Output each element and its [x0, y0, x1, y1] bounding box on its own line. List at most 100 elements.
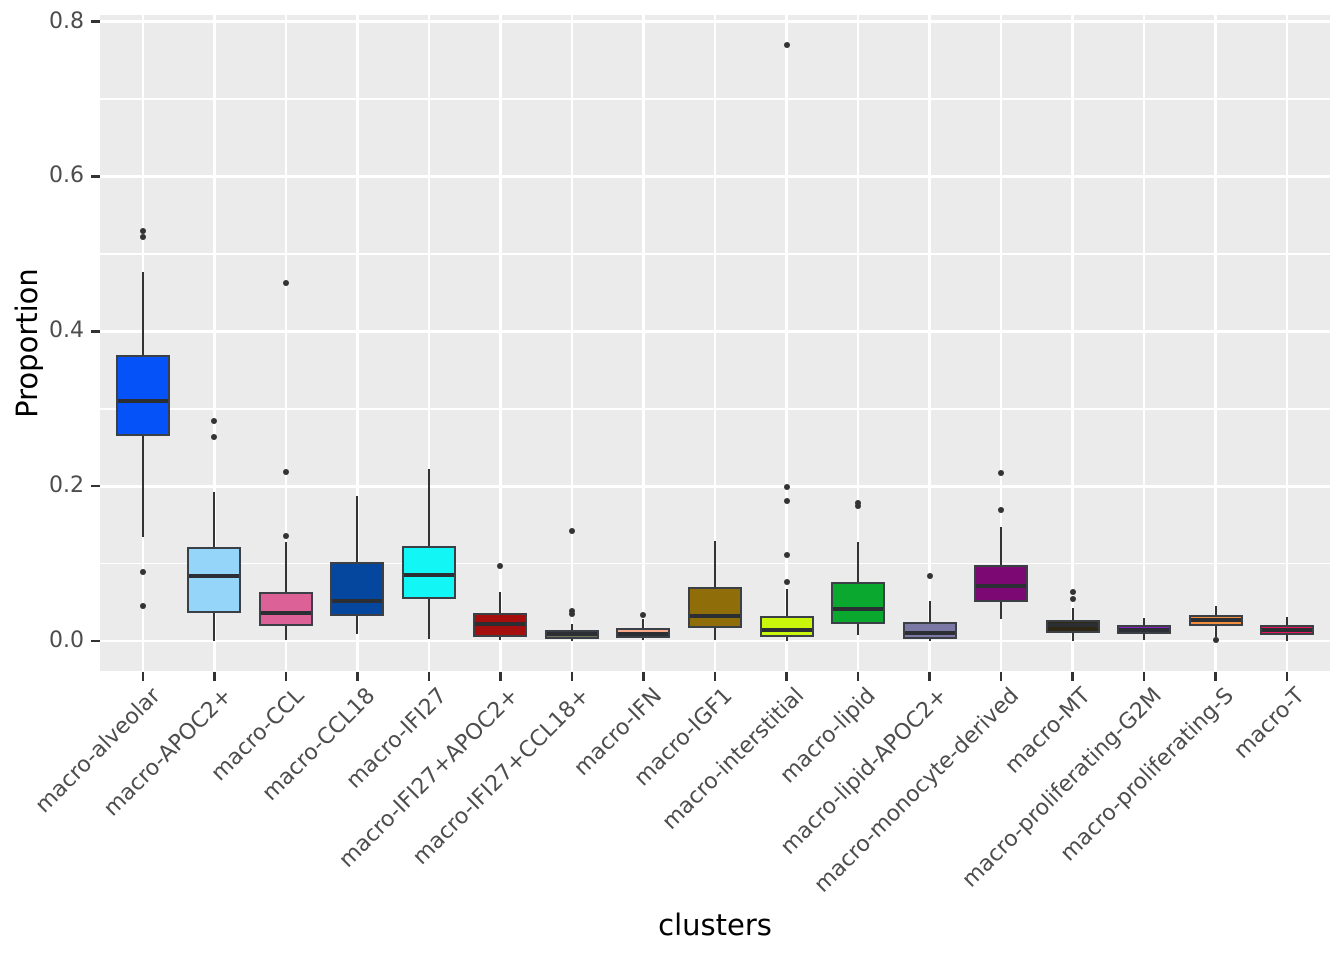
- x-tick-label: macro-T: [1229, 683, 1311, 764]
- x-tick-mark: [713, 672, 717, 681]
- box-macro-CCL18: [330, 562, 385, 617]
- median-line: [403, 573, 454, 578]
- lower-whisker: [1000, 602, 1003, 620]
- upper-whisker: [1214, 606, 1217, 615]
- box-macro-IFI27+APOC2+: [473, 612, 528, 638]
- lower-whisker: [1286, 634, 1289, 642]
- box-macro-monocyte-derived: [974, 565, 1029, 603]
- median-line: [1047, 622, 1098, 627]
- x-tick-mark: [356, 672, 359, 681]
- upper-whisker: [284, 542, 287, 593]
- upper-whisker: [356, 496, 359, 563]
- upper-whisker: [642, 619, 645, 628]
- outlier-point: [640, 611, 647, 618]
- outlier-point: [282, 532, 289, 539]
- x-major-gridline: [928, 15, 931, 671]
- box-macro-proliferating-S: [1188, 614, 1243, 627]
- x-major-gridline: [856, 15, 860, 671]
- upper-whisker: [1286, 617, 1289, 625]
- upper-whisker: [1143, 617, 1146, 625]
- outlier-point: [568, 528, 575, 535]
- x-tick-mark: [213, 672, 216, 681]
- x-major-gridline: [1214, 15, 1217, 671]
- x-tick-mark: [1071, 672, 1074, 681]
- x-tick-mark: [141, 672, 145, 681]
- box-macro-T: [1260, 624, 1315, 635]
- x-tick-mark: [856, 672, 860, 681]
- box-macro-interstitial: [759, 616, 814, 638]
- median-line: [833, 607, 884, 612]
- x-tick-mark: [1285, 672, 1289, 681]
- lower-whisker: [785, 637, 788, 642]
- median-line: [1190, 618, 1241, 623]
- x-tick-mark: [785, 672, 788, 681]
- y-tick-label: 0.2: [49, 473, 84, 499]
- median-line: [976, 584, 1027, 589]
- median-line: [117, 399, 168, 404]
- lower-whisker: [1071, 633, 1074, 642]
- x-tick-mark: [999, 672, 1003, 681]
- x-tick-mark: [1142, 672, 1146, 681]
- outlier-point: [783, 552, 790, 559]
- outlier-point: [998, 470, 1005, 477]
- outlier-point: [855, 503, 862, 510]
- median-line: [1119, 627, 1170, 632]
- box-macro-proliferating-G2M: [1117, 624, 1172, 635]
- box-macro-lipid: [831, 582, 886, 625]
- plot-panel: [100, 15, 1330, 671]
- upper-whisker: [785, 588, 788, 617]
- x-major-gridline: [785, 15, 788, 671]
- lower-whisker: [356, 616, 359, 635]
- box-macro-IFI27: [401, 545, 456, 599]
- outlier-point: [497, 563, 504, 570]
- x-tick-label: macro-APOC2+: [99, 683, 238, 822]
- y-tick-mark: [91, 485, 100, 488]
- y-tick-label: 0.0: [49, 628, 84, 654]
- y-tick-mark: [91, 175, 100, 178]
- median-line: [475, 622, 526, 627]
- box-macro-IGF1: [688, 586, 742, 628]
- box-macro-APOC2+: [187, 546, 242, 614]
- y-tick-mark: [91, 639, 100, 643]
- y-tick-label: 0.8: [49, 8, 84, 34]
- x-major-gridline: [1142, 15, 1146, 671]
- outlier-point: [568, 611, 575, 618]
- x-major-gridline: [713, 15, 717, 671]
- outlier-point: [783, 41, 790, 48]
- x-major-gridline: [570, 15, 574, 671]
- outlier-point: [998, 507, 1005, 514]
- x-major-gridline: [999, 15, 1003, 671]
- x-major-gridline: [1071, 15, 1074, 671]
- box-macro-lipid-APOC2+: [902, 621, 957, 639]
- box-macro-CCL: [258, 592, 313, 627]
- x-tick-mark: [427, 672, 431, 681]
- y-tick-mark: [91, 20, 100, 23]
- outlier-point: [783, 484, 790, 491]
- median-line: [546, 632, 597, 637]
- median-line: [690, 614, 740, 619]
- x-major-gridline: [1285, 15, 1289, 671]
- median-line: [618, 632, 669, 637]
- lower-whisker: [1143, 634, 1146, 641]
- x-major-gridline: [213, 15, 216, 671]
- lower-whisker: [213, 613, 216, 642]
- y-tick-label: 0.4: [49, 318, 84, 344]
- upper-whisker: [1000, 526, 1003, 566]
- lower-whisker: [570, 638, 573, 642]
- x-tick-mark: [570, 672, 574, 681]
- box-macro-alveolar: [115, 355, 170, 436]
- outlier-point: [783, 497, 790, 504]
- outlier-point: [139, 569, 146, 576]
- x-major-gridline: [356, 15, 359, 671]
- upper-whisker: [427, 469, 430, 546]
- x-major-gridline: [284, 15, 288, 671]
- x-axis-title: clusters: [658, 908, 772, 942]
- median-line: [904, 631, 955, 636]
- outlier-point: [926, 573, 933, 580]
- upper-whisker: [499, 592, 502, 613]
- outlier-point: [855, 499, 862, 506]
- outlier-point: [211, 434, 218, 441]
- lower-whisker: [857, 624, 860, 635]
- outlier-point: [1069, 589, 1076, 596]
- outlier-point: [1069, 595, 1076, 602]
